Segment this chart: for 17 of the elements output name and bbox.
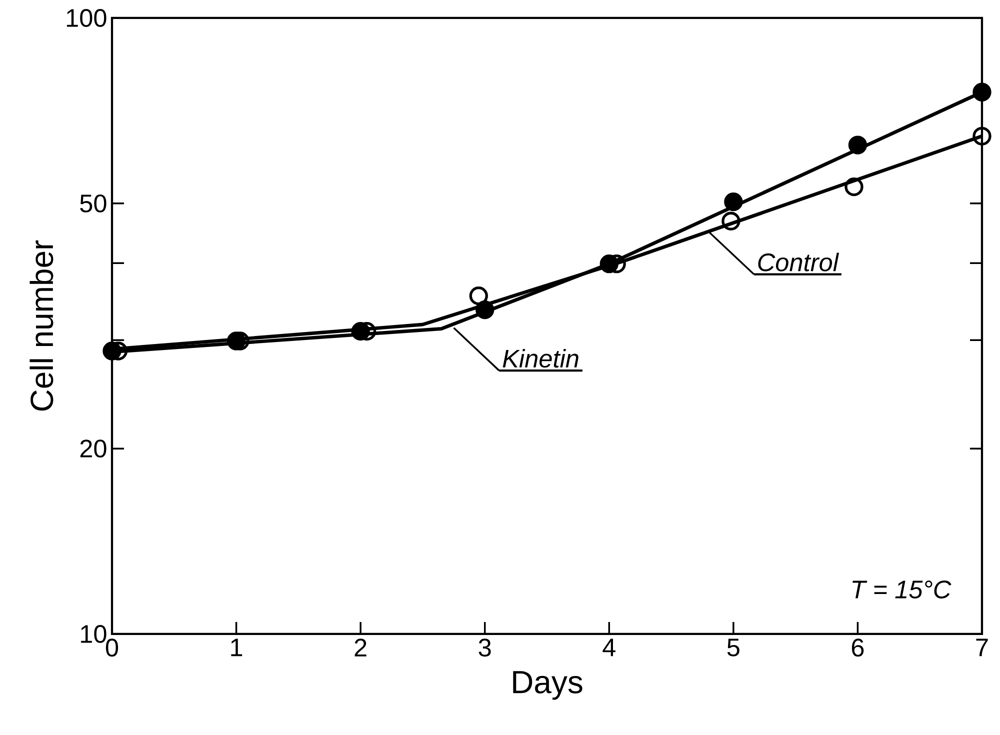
x-tick-label: 3: [478, 638, 491, 657]
annotation: T = 15°C: [852, 580, 952, 598]
x-tick-label: 6: [852, 638, 864, 657]
x-tick-label: 7: [976, 638, 988, 656]
y-tick-label: 100: [66, 9, 106, 27]
y-tick-label: 50: [80, 194, 106, 212]
y-tick-label: 10: [81, 625, 106, 643]
x-tick-label: 5: [727, 638, 740, 656]
annotation: Control: [758, 252, 840, 272]
x-tick-label: 2: [354, 638, 366, 656]
x-tick-label: 0: [106, 638, 118, 657]
y-axis-title: Cell number: [30, 240, 54, 411]
x-axis-title: Days: [513, 671, 582, 700]
y-tick-label: 20: [80, 440, 106, 458]
x-tick-label: 1: [231, 638, 242, 656]
x-tick-label: 4: [602, 638, 616, 656]
annotation: Kinetin: [502, 349, 578, 368]
